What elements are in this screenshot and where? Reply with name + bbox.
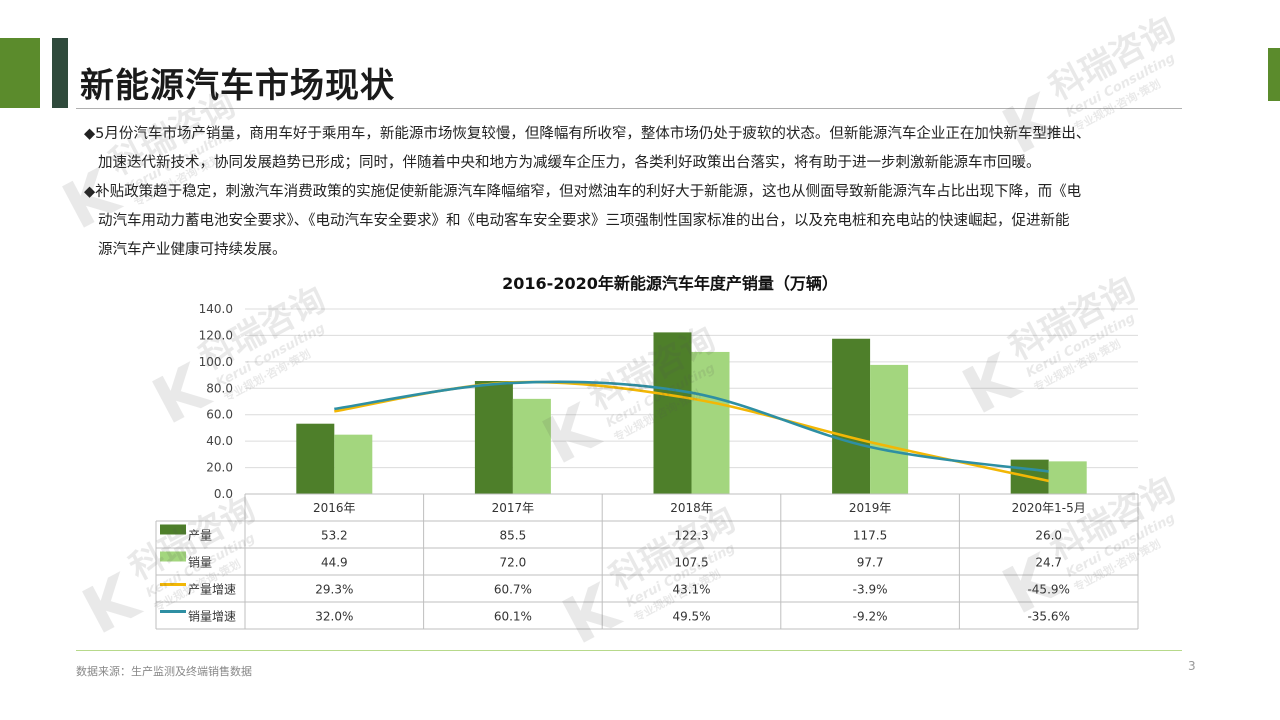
y-tick-label: 40.0 [206,434,233,448]
legend-swatch-产量 [160,524,186,535]
bar-production [474,381,513,494]
table-cell-value: 43.1% [672,583,710,597]
table-cell-value: 24.7 [1035,556,1062,570]
y-tick-label: 80.0 [206,381,233,395]
table-cell-value: 29.3% [315,583,353,597]
x-category-label: 2017年 [492,501,535,515]
footer-divider [76,650,1182,651]
table-cell-value: 117.5 [853,529,887,543]
bar-sales [1048,461,1087,494]
accent-bar-left-dark [52,38,68,108]
x-category-label: 2016年 [313,501,356,515]
bar-sales [870,364,909,494]
legend-label: 销量增速 [188,610,236,624]
table-cell-value: 107.5 [674,556,708,570]
bullet-1-line-2: 加速迭代新技术，协同发展趋势已形成；同时，伴随着中央和地方为减缓车企压力，各类利… [98,155,1041,171]
bar-production [296,423,335,494]
table-cell-value: 49.5% [672,610,710,624]
table-cell-value: 60.7% [494,583,532,597]
accent-bar-left [0,38,40,108]
page-number: 3 [1188,659,1196,673]
bullet-2-line-1: ◆补贴政策趋于稳定，刺激汽车消费政策的实施促使新能源汽车降幅缩窄，但对燃油车的利… [84,184,1082,200]
x-category-label: 2019年 [849,501,892,515]
table-cell-value: -45.9% [1027,583,1069,597]
legend-label: 销量 [188,556,212,570]
accent-bar-right [1268,48,1280,101]
table-cell-value: 60.1% [494,610,532,624]
bullet-2-line-3: 源汽车产业健康可持续发展。 [98,242,287,258]
y-tick-label: 60.0 [206,408,233,422]
legend-label: 产量增速 [188,583,236,597]
bullet-2-line-2: 动汽车用动力蓄电池安全要求》、《电动汽车安全要求》和《电动客车安全要求》三项强制… [98,213,1070,229]
table-cell-value: 85.5 [500,529,527,543]
x-category-label: 2018年 [670,501,713,515]
x-category-label: 2020年1-5月 [1012,501,1086,515]
table-cell-value: 26.0 [1035,529,1062,543]
data-source-note: 数据来源：生产监测及终端销售数据 [76,665,252,678]
bar-sales [512,398,551,494]
table-cell-value: 122.3 [674,529,708,543]
table-cell-value: 97.7 [857,556,884,570]
y-tick-label: 100.0 [199,355,233,369]
legend-label: 产量 [188,529,212,543]
y-tick-label: 20.0 [206,461,233,475]
legend-swatch-销量 [160,551,186,562]
title-divider [76,108,1182,109]
bar-production [653,332,692,494]
table-cell-value: -9.2% [853,610,888,624]
bar-sales [691,351,730,494]
bullet-1-line-1: ◆5月份汽车市场产销量，商用车好于乘用车，新能源市场恢复较慢，但降幅有所收窄，整… [84,126,1091,142]
table-cell-value: 32.0% [315,610,353,624]
y-tick-label: 120.0 [199,328,233,342]
y-tick-label: 0.0 [214,487,233,501]
table-cell-value: 44.9 [321,556,348,570]
table-cell-value: -3.9% [853,583,888,597]
y-tick-label: 140.0 [199,302,233,316]
slide-title: 新能源汽车市场现状 [80,66,395,106]
line-sales-growth [334,380,1049,473]
table-cell-value: -35.6% [1027,610,1069,624]
table-cell-value: 72.0 [500,556,527,570]
bar-production [832,338,871,494]
chart-title: 2016-2020年新能源汽车年度产销量（万辆） [502,274,838,293]
bar-sales [334,434,373,494]
table-cell-value: 53.2 [321,529,348,543]
bullet-list: ◆5月份汽车市场产销量，商用车好于乘用车，新能源市场恢复较慢，但降幅有所收窄，整… [84,120,1194,265]
